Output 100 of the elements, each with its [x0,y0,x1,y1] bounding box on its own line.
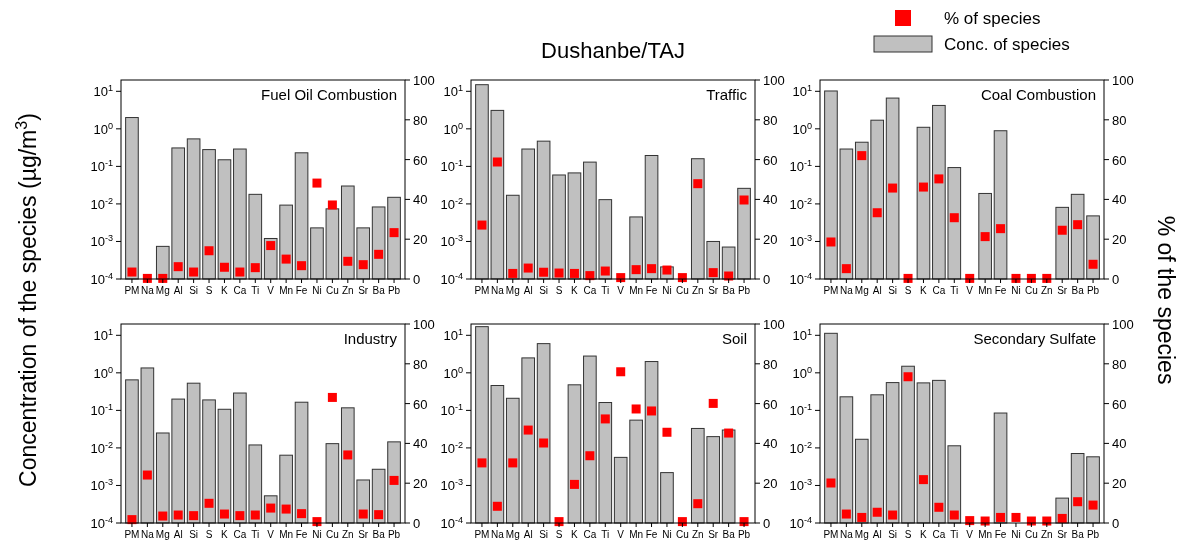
x-tick-label: PM [124,529,140,540]
x-tick-label: Ti [251,529,260,540]
x-tick-label: S [205,529,213,540]
y-tick-label: 10$^{-1}$ [440,402,463,419]
x-tick-label: Ba [372,285,386,296]
y2-tick-label: 20 [413,476,428,492]
y2-tick-label: 100 [1112,317,1134,332]
chart-title: Secondary Sulfate [973,330,1096,347]
chart-title: Soil [721,330,747,347]
y-tick-label: 10$^{-3}$ [90,477,113,494]
x-tick-label: Sr [358,285,369,296]
x-tick-label: Si [888,529,898,540]
x-tick-label: Zn [691,529,704,540]
x-tick-label: Ca [233,529,247,540]
x-tick-label: Si [539,285,549,296]
x-tick-label: Sr [1057,529,1068,540]
y2-tick-label: 100 [763,317,785,332]
x-tick-label: Cu [325,285,339,296]
x-tick-label: Mg [155,285,170,296]
x-tick-label: Ca [932,529,946,540]
y2-tick-label: 60 [413,396,428,412]
y2-tick-label: 60 [1112,152,1127,168]
x-tick-label: Ti [950,529,959,540]
x-tick-label: PM [823,285,839,296]
x-tick-label: Al [523,529,533,540]
y-tick-label: 10$^{1}$ [443,327,463,344]
y2-tick-label: 100 [413,73,435,88]
y2-tick-label: 100 [763,73,785,88]
x-tick-label: V [267,529,275,540]
y-tick-label: 10$^{0}$ [792,120,812,137]
x-tick-label: Fe [295,529,308,540]
y2-tick-label: 60 [763,396,778,412]
y-tick-label: 10$^{-1}$ [789,158,812,175]
x-tick-label: Cu [1024,529,1038,540]
y-tick-label: 10$^{1}$ [443,83,463,100]
y2-tick-label: 100 [413,317,435,332]
chart-title: Industry [343,330,398,347]
y2-tick-label: 0 [1112,516,1120,531]
y2-tick-label: 20 [413,232,428,248]
y2-tick-label: 60 [413,152,428,168]
y-tick-label: 10$^{0}$ [443,364,463,381]
y-tick-label: 10$^{-4}$ [90,515,113,531]
x-tick-label: Pb [387,529,401,540]
y-tick-label: 10$^{0}$ [443,120,463,137]
y2-tick-label: 0 [763,516,771,531]
x-tick-label: Zn [691,285,704,296]
y2-tick-label: 80 [763,356,778,372]
x-tick-label: Ni [312,529,322,540]
x-tick-label: Pb [737,285,751,296]
y2-tick-label: 20 [1112,476,1127,492]
x-tick-label: K [920,529,928,540]
x-tick-label: Mg [505,529,520,540]
x-tick-label: Ni [1011,285,1021,296]
x-tick-label: Na [140,285,155,296]
x-tick-label: S [555,285,563,296]
x-tick-label: Na [490,285,505,296]
y2-tick-label: 80 [413,112,428,128]
y-tick-label: 10$^{-1}$ [440,158,463,175]
y2-tick-label: 40 [413,436,428,452]
x-tick-label: Fe [994,285,1007,296]
y2-tick-label: 0 [413,516,421,531]
y-tick-label: 10$^{-3}$ [440,477,463,494]
y2-axis-title: % of the species [1153,215,1179,385]
x-tick-label: Ti [251,285,260,296]
x-tick-label: Pb [737,529,751,540]
y-tick-label: 10$^{-2}$ [440,195,463,212]
y-tick-label: 10$^{0}$ [93,120,113,137]
y-tick-label: 10$^{-2}$ [90,439,113,456]
x-tick-label: Ba [1071,529,1085,540]
y2-tick-label: 60 [763,152,778,168]
chart-title: Traffic [706,86,748,103]
x-tick-label: Cu [325,529,339,540]
y-tick-label: 10$^{-1}$ [789,402,812,419]
x-tick-label: Sr [708,285,719,296]
x-tick-label: K [920,285,928,296]
y2-tick-label: 0 [763,272,771,287]
x-tick-label: Cu [1024,285,1038,296]
chart-title: Fuel Oil Combustion [261,86,397,103]
x-tick-label: Ba [372,529,386,540]
x-tick-label: K [571,285,579,296]
x-tick-label: Mg [155,529,170,540]
x-tick-label: Al [173,285,183,296]
y-tick-label: 10$^{-3}$ [789,233,812,250]
y-tick-label: 10$^{-4}$ [789,271,812,287]
y-tick-label: 10$^{1}$ [93,83,113,100]
x-tick-label: Fe [295,285,308,296]
y2-tick-label: 20 [1112,232,1127,248]
x-tick-label: Ti [601,529,610,540]
x-tick-label: Si [888,285,898,296]
x-tick-label: S [904,285,912,296]
x-tick-label: K [571,529,579,540]
x-tick-label: S [904,529,912,540]
x-tick-label: V [617,285,625,296]
x-tick-label: V [966,529,974,540]
x-tick-label: Na [140,529,155,540]
x-tick-label: Ba [722,529,736,540]
x-tick-label: Al [872,285,882,296]
x-tick-label: Zn [1040,285,1053,296]
y2-tick-label: 20 [763,476,778,492]
y2-tick-label: 40 [1112,436,1127,452]
